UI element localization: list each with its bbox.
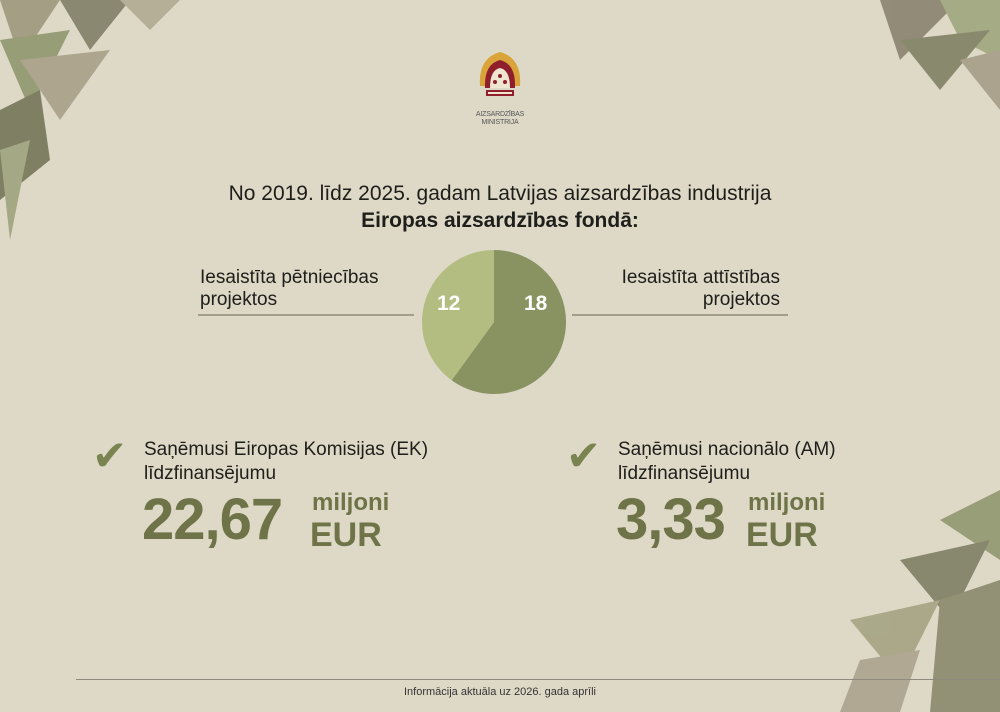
left-divider	[198, 314, 414, 316]
logo-text: AIZSARDZĪBAS MINISTRIJA	[475, 111, 525, 126]
right-divider	[572, 314, 788, 316]
checkmark-icon: ✔	[566, 432, 602, 479]
pie-value-label: 18	[524, 292, 548, 315]
left-label-line1: Iesaistīta pētniecības	[200, 267, 379, 288]
funding-unit: miljoni	[312, 489, 390, 516]
title-line1: No 2019. līdz 2025. gadam Latvijas aizsa…	[228, 182, 772, 205]
ministry-logo	[479, 52, 521, 96]
funding-currency: EUR	[310, 516, 382, 554]
funding-caption: līdzfinansējumu	[144, 463, 277, 484]
page-title: No 2019. līdz 2025. gadam Latvijas aizsa…	[0, 180, 1000, 234]
funding-unit: miljoni	[748, 489, 826, 516]
funding-currency: EUR	[746, 516, 818, 554]
pie-chart	[422, 250, 566, 394]
funding-amount: 22,67	[142, 487, 283, 552]
left-label-line2: projektos	[200, 289, 278, 310]
pie-slice	[422, 250, 494, 381]
funding-caption: Saņēmusi nacionālo (AM)	[618, 439, 836, 460]
footer-note: Informācija aktuāla uz 2026. gada aprīli	[403, 686, 596, 698]
right-label-line1: Iesaistīta attīstības	[621, 267, 780, 288]
checkmark-icon: ✔	[92, 432, 128, 479]
funding-caption: līdzfinansējumu	[618, 463, 751, 484]
right-label: Iesaistīta attīstības projektos	[622, 267, 780, 311]
funding-amount: 3,33	[616, 487, 726, 552]
title-line2: Eiropas aizsardzības fondā:	[361, 209, 639, 232]
pie-slice	[451, 250, 566, 394]
funding-caption: Saņēmusi Eiropas Komisijas (EK)	[144, 439, 429, 460]
left-label: Iesaistīta pētniecības projektos	[200, 267, 379, 311]
footer-divider	[76, 679, 1000, 680]
pie-value-label: 12	[437, 292, 461, 315]
right-label-line2: projektos	[702, 289, 780, 310]
